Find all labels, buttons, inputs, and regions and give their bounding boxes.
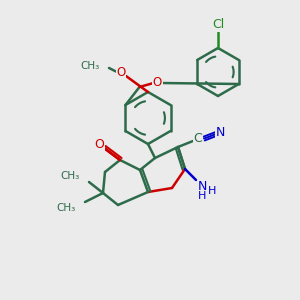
Text: N: N xyxy=(197,181,207,194)
Text: CH₃: CH₃ xyxy=(57,203,76,213)
Text: O: O xyxy=(94,139,104,152)
Text: C: C xyxy=(194,133,202,146)
Text: N: N xyxy=(215,125,225,139)
Text: O: O xyxy=(153,76,162,88)
Text: H: H xyxy=(208,186,216,196)
Text: CH₃: CH₃ xyxy=(81,61,100,71)
Text: H: H xyxy=(198,191,206,201)
Text: Cl: Cl xyxy=(212,19,224,32)
Text: O: O xyxy=(116,67,126,80)
Text: CH₃: CH₃ xyxy=(61,171,80,181)
